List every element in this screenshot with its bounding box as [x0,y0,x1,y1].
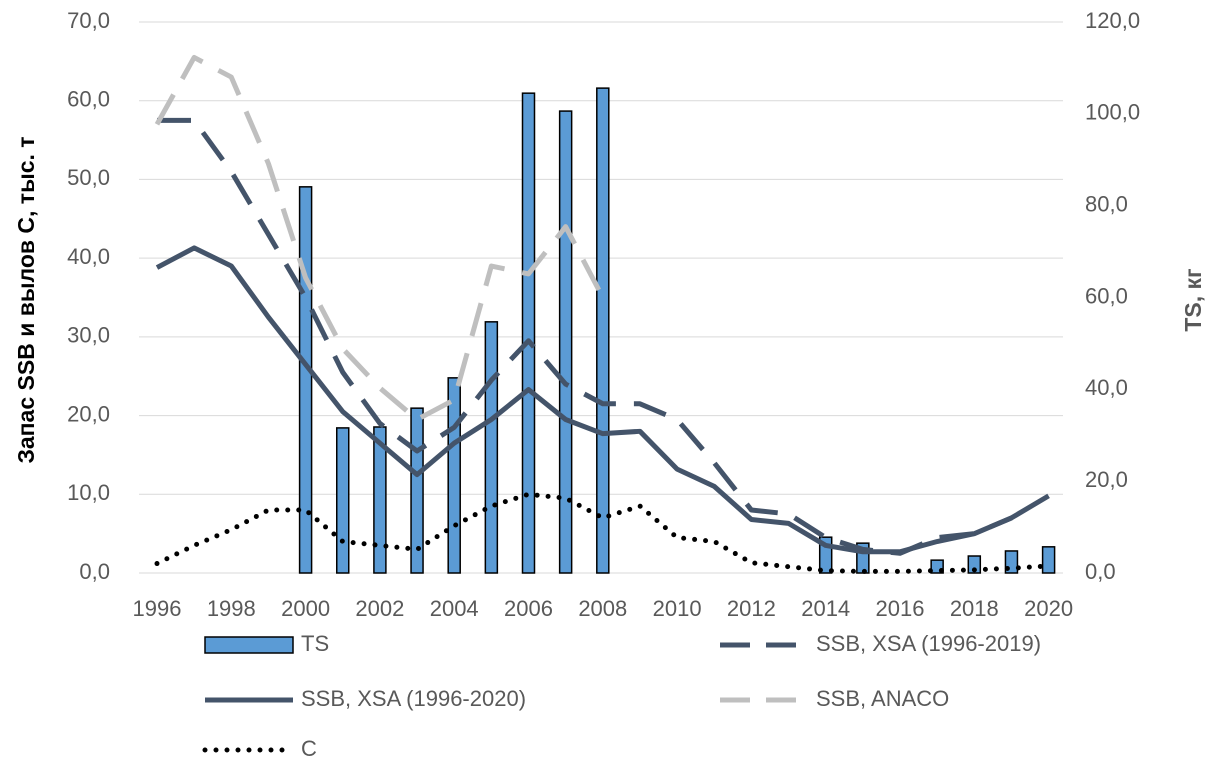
x-tick-label: 2014 [801,596,850,621]
legend-label: SSB, XSA (1996-2020) [301,686,526,711]
x-tick-label: 1998 [207,596,256,621]
line-dashed [154,54,606,423]
y2-tick-label: 40,0 [1085,375,1128,400]
y2-tick-label: 80,0 [1085,191,1128,216]
y2-tick-label: 100,0 [1085,100,1140,125]
y-tick-label: 40,0 [67,244,110,269]
y2-tick-label: 20,0 [1085,467,1128,492]
bar [558,110,573,574]
bar [336,427,350,574]
bar [596,87,610,574]
legend-label: TS [301,631,329,656]
x-tick-label: 2008 [578,596,627,621]
y-tick-label: 70,0 [67,8,110,33]
y-tick-label: 60,0 [67,87,110,112]
bar [373,426,387,574]
bar [967,555,982,574]
x-tick-label: 2012 [727,596,776,621]
y2-tick-label: 120,0 [1085,8,1140,33]
legend-label: SSB, ANACO [816,686,949,711]
y-tick-label: 30,0 [67,323,110,348]
x-tick-label: 2010 [653,596,702,621]
y2-tick-label: 60,0 [1085,283,1128,308]
legend-label: SSB, XSA (1996-2019) [816,631,1041,656]
bar [521,92,536,574]
bar [298,186,313,574]
y2-axis-title: TS, кг [1180,268,1206,331]
x-tick-label: 1996 [133,596,182,621]
bar [447,377,461,574]
bar [484,321,499,574]
x-tick-label: 2016 [876,596,925,621]
legend-label: C [301,736,317,760]
x-tick-label: 2020 [1024,596,1073,621]
x-tick-label: 2004 [430,596,479,621]
bar [1041,546,1056,574]
x-tick-label: 2006 [504,596,553,621]
y-tick-label: 0,0 [79,559,110,584]
x-tick-label: 2000 [281,596,330,621]
line-solid [155,245,1050,555]
y-tick-label: 50,0 [67,165,110,190]
y-axis-title: Запас SSB и вылов С, тыс. т [13,136,39,463]
y2-tick-label: 0,0 [1085,559,1116,584]
x-tick-label: 2018 [950,596,999,621]
y-tick-label: 10,0 [67,480,110,505]
x-tick-label: 2002 [355,596,404,621]
legend-swatch [204,636,294,654]
y-tick-label: 20,0 [67,401,110,426]
